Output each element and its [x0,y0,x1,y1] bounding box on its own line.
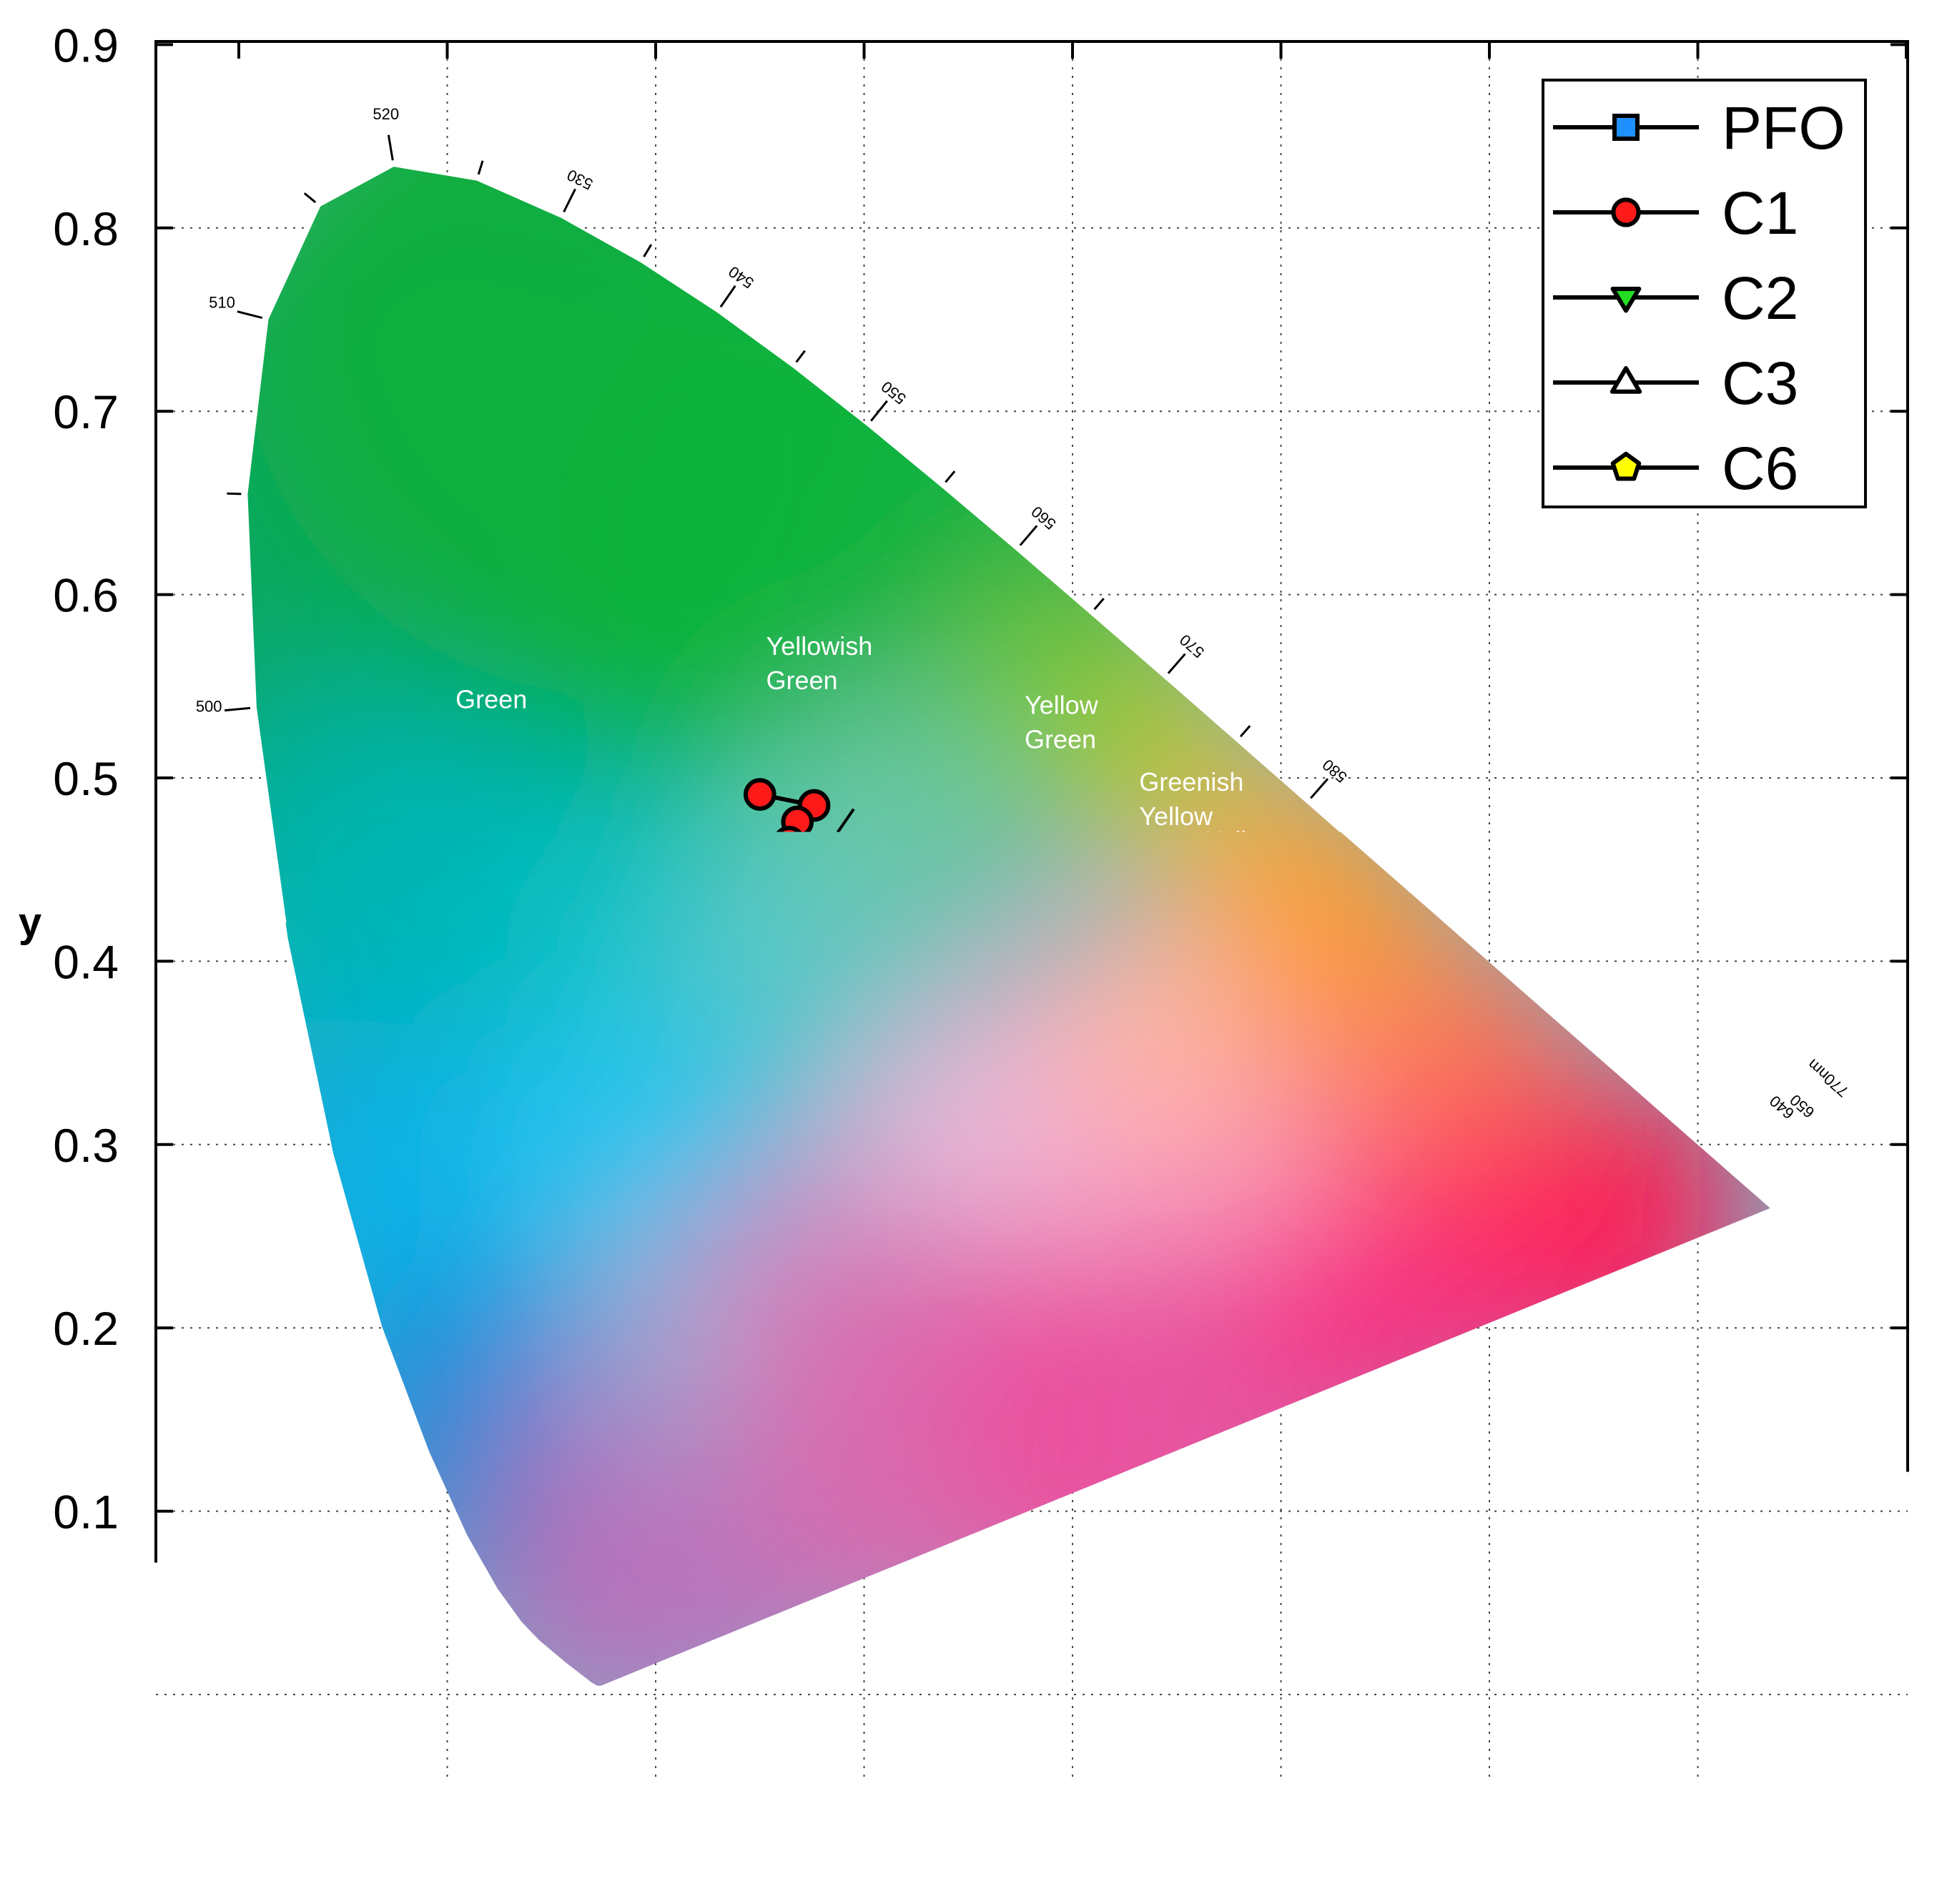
x-tick-label: 0 [226,1806,252,1859]
legend-label-C6: C6 [1722,435,1798,502]
temperature-point-9 [1594,1057,1604,1067]
temperature-label-1: 10000K [816,1685,834,1739]
temperature-point-0 [769,1216,779,1226]
x-axis-title: x [1012,1858,1035,1904]
y-axis-title: y [19,899,41,946]
temperature-point-1 [819,1160,829,1170]
x-tick-label: 0.3 [832,1806,897,1859]
legend-marker-C1 [1613,199,1638,225]
y-tick-label: 0.9 [53,19,119,71]
x-tick-label: 0.2 [623,1806,689,1859]
region-label-18: Blue [478,1451,530,1480]
legend-label-C3: C3 [1722,350,1798,417]
y-tick-label: 0.8 [53,202,119,255]
x-tick-label: 0.7 [1665,1806,1731,1859]
legend-label-PFO: PFO [1722,94,1845,162]
x-tick-label: 0.4 [1040,1806,1105,1859]
y-tick-label: 0.1 [53,1486,119,1539]
wavelength-label: 480 [373,1455,399,1473]
temperature-point-5 [1168,942,1178,952]
y-tick-label: 0.7 [53,385,119,438]
y-tick-label: 0 [92,1669,119,1722]
wavelength-label: 500 [196,698,222,716]
region-label-4: Yellow [1206,826,1281,855]
y-tick-label: 0.3 [53,1119,119,1172]
temperature-point-3 [965,1035,975,1045]
temperature-label-8: 1500K [1451,1685,1469,1730]
wavelength-label: 450 [523,1685,549,1702]
x-tick-label: 0.5 [1248,1806,1314,1859]
gamut-blob-32 [676,857,885,1066]
region-label-17: Purple [785,1420,859,1449]
temperature-point-6 [1255,929,1265,939]
temperature-label-7: 1900K [1351,1685,1369,1730]
y-tick-label: 0.4 [53,935,119,988]
region-label-19: Violet [656,1511,719,1541]
temperature-point-8 [1455,969,1465,979]
temperature-label-0: 20000K [766,1685,784,1739]
wavelength-label: 380nm [591,1717,639,1735]
x-tick-label: 0.6 [1456,1806,1522,1859]
x-tick-label: 0.1 [415,1806,480,1859]
y-tick-label: 0.6 [53,569,119,622]
temperature-point-7 [1355,936,1365,946]
temperature-label-9: 1000K [1591,1685,1609,1730]
wavelength-tick [227,493,241,494]
x-tick-label: 0.8 [1873,1806,1939,1859]
region-label-12: Red [1416,1147,1464,1176]
wavelength-label: 460 [494,1660,521,1678]
data-point-C1-0 [746,780,774,809]
region-label-11: Pink [1202,1128,1253,1158]
temperature-point-4 [1068,978,1078,988]
temperature-point-2 [886,1097,896,1108]
temperature-label-2: 6500K [882,1685,900,1730]
y-tick-label: 0.2 [53,1302,119,1355]
wavelength-label: 520 [373,105,399,123]
temperature-label-6: 2366K [1251,1685,1269,1730]
temperature-label-4: 3600K [1064,1685,1082,1730]
legend-marker-PFO [1615,116,1637,139]
temperature-label-5: 2856K [1164,1685,1182,1730]
legend-label-C2: C2 [1722,265,1798,332]
temperature-label-3: 4800K [962,1685,980,1730]
wavelength-label: 510 [209,293,235,311]
y-tick-label: 0.5 [53,752,119,805]
data-point-C1-3 [775,828,804,857]
wavelength-label: 470 [444,1599,470,1617]
cie-chromaticity-chart: 380nm43044045046047048049050051052053054… [0,0,1957,1904]
legend: PFO C1 C2 C3 C6 [1543,80,1865,507]
region-label-1: Green [455,685,527,714]
legend-label-C1: C1 [1722,179,1798,247]
wavelength-label: 490 [275,1150,301,1168]
